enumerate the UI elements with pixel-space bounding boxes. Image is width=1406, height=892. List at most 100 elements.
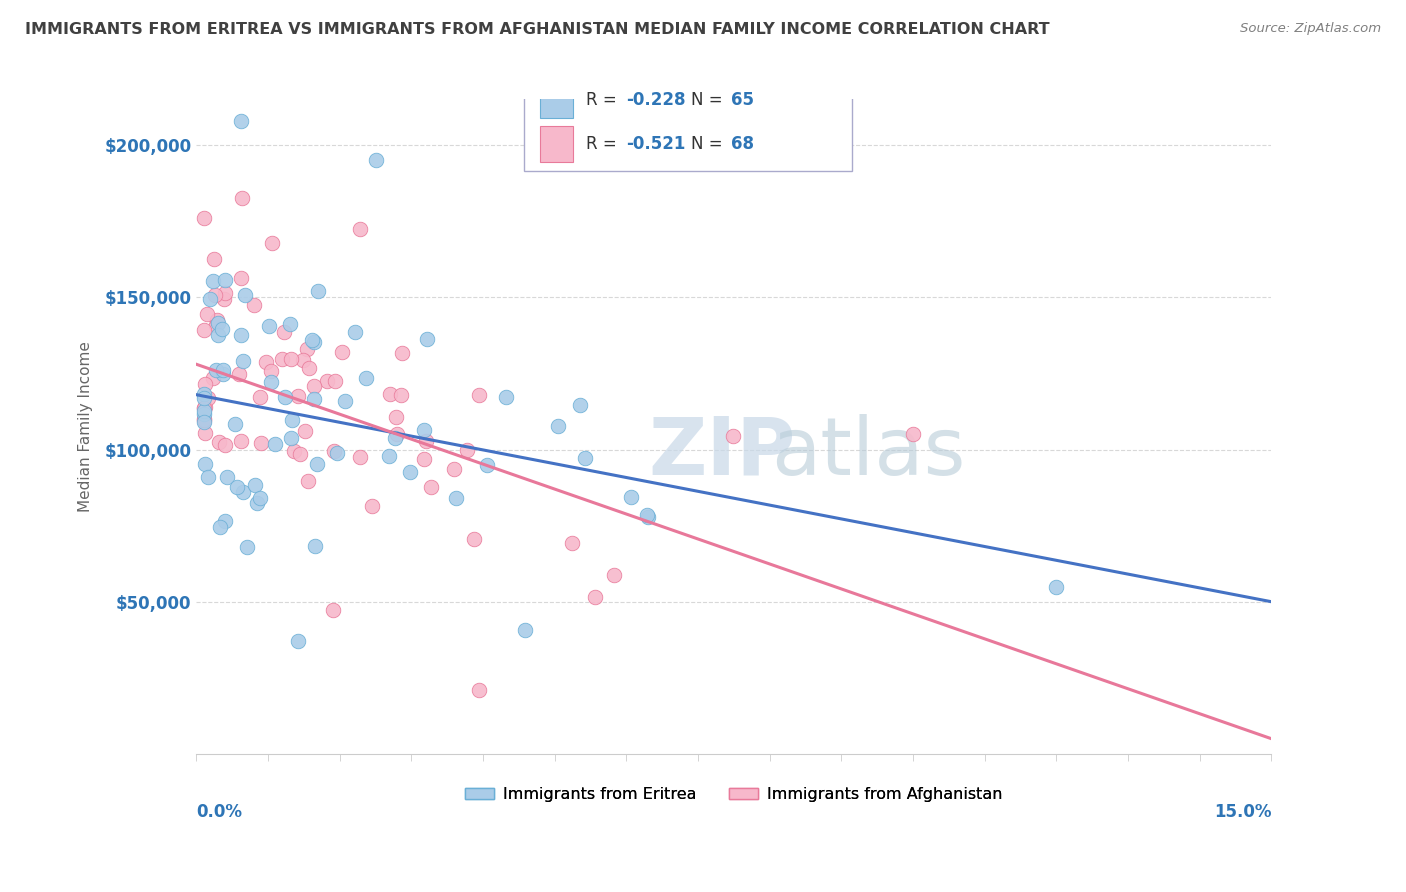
Point: [364, 153, 387, 168]
Point: [193, 404, 215, 418]
Point: [193, 401, 215, 416]
Point: [193, 412, 215, 426]
Point: [569, 398, 592, 412]
Point: [301, 333, 323, 347]
Point: [207, 316, 229, 330]
Point: [349, 450, 371, 465]
Point: [214, 273, 236, 287]
Point: [214, 514, 236, 528]
Point: [229, 328, 252, 343]
Point: [249, 390, 271, 404]
Point: [620, 490, 643, 504]
Point: [475, 458, 498, 472]
Point: [193, 407, 215, 421]
Point: [214, 438, 236, 452]
Point: [228, 367, 250, 381]
Point: [254, 355, 277, 369]
Point: [495, 390, 517, 404]
Point: [232, 354, 254, 368]
Point: [304, 539, 326, 553]
Point: [308, 284, 330, 298]
Point: [198, 292, 221, 306]
Point: [214, 286, 236, 301]
Point: [245, 477, 267, 491]
Text: atlas: atlas: [772, 414, 966, 491]
Point: [194, 457, 217, 471]
FancyBboxPatch shape: [524, 70, 852, 171]
Point: [212, 292, 235, 306]
Point: [259, 318, 281, 333]
Text: 68: 68: [731, 136, 754, 153]
Point: [515, 624, 537, 638]
Point: [302, 379, 325, 393]
Point: [354, 371, 377, 385]
Point: [385, 410, 408, 425]
Text: ZIP: ZIP: [648, 414, 796, 491]
Point: [291, 353, 314, 368]
Text: 15.0%: 15.0%: [1213, 803, 1271, 821]
Point: [574, 450, 596, 465]
Point: [193, 387, 215, 401]
Point: [202, 274, 225, 288]
Point: [468, 683, 491, 698]
Point: [456, 443, 478, 458]
Point: [211, 368, 233, 382]
Bar: [540, 82, 572, 118]
Point: [295, 343, 318, 357]
Text: -0.228: -0.228: [627, 91, 686, 109]
Point: [561, 536, 583, 550]
Point: [273, 390, 295, 404]
Point: [901, 427, 924, 442]
Point: [637, 509, 659, 524]
Point: [217, 470, 239, 484]
Point: [391, 346, 413, 360]
Point: [413, 451, 436, 466]
Point: [273, 326, 295, 340]
Point: [250, 436, 273, 450]
Point: [236, 540, 259, 554]
Text: 0.0%: 0.0%: [197, 803, 242, 821]
Point: [583, 591, 606, 605]
Text: -0.521: -0.521: [627, 136, 686, 153]
Point: [278, 317, 301, 331]
Point: [316, 374, 339, 388]
Point: [721, 429, 744, 443]
Point: [378, 450, 401, 464]
Point: [288, 447, 311, 461]
Point: [280, 431, 302, 445]
Y-axis label: Median Family Income: Median Family Income: [79, 342, 93, 512]
Point: [443, 462, 465, 476]
Point: [305, 457, 328, 471]
Point: [246, 496, 269, 510]
Point: [232, 485, 254, 500]
Point: [415, 434, 437, 448]
Point: [322, 603, 344, 617]
Point: [229, 270, 252, 285]
Point: [294, 424, 316, 438]
Point: [211, 321, 233, 335]
Point: [463, 532, 485, 546]
Point: [197, 391, 219, 405]
Point: [330, 345, 353, 359]
Point: [193, 401, 215, 415]
Point: [1045, 580, 1067, 594]
Point: [259, 364, 281, 378]
Point: [207, 327, 229, 342]
Point: [361, 500, 384, 514]
Point: [193, 211, 215, 226]
Point: [603, 568, 626, 582]
Point: [194, 426, 217, 441]
Point: [231, 434, 253, 449]
Point: [378, 387, 401, 401]
Point: [389, 388, 412, 402]
Point: [323, 444, 346, 458]
Point: [197, 470, 219, 484]
Point: [249, 491, 271, 506]
Point: [287, 633, 309, 648]
Point: [413, 423, 436, 437]
Text: Source: ZipAtlas.com: Source: ZipAtlas.com: [1240, 22, 1381, 36]
Point: [297, 474, 319, 488]
Point: [260, 376, 283, 390]
Point: [280, 351, 302, 366]
Point: [281, 412, 304, 426]
